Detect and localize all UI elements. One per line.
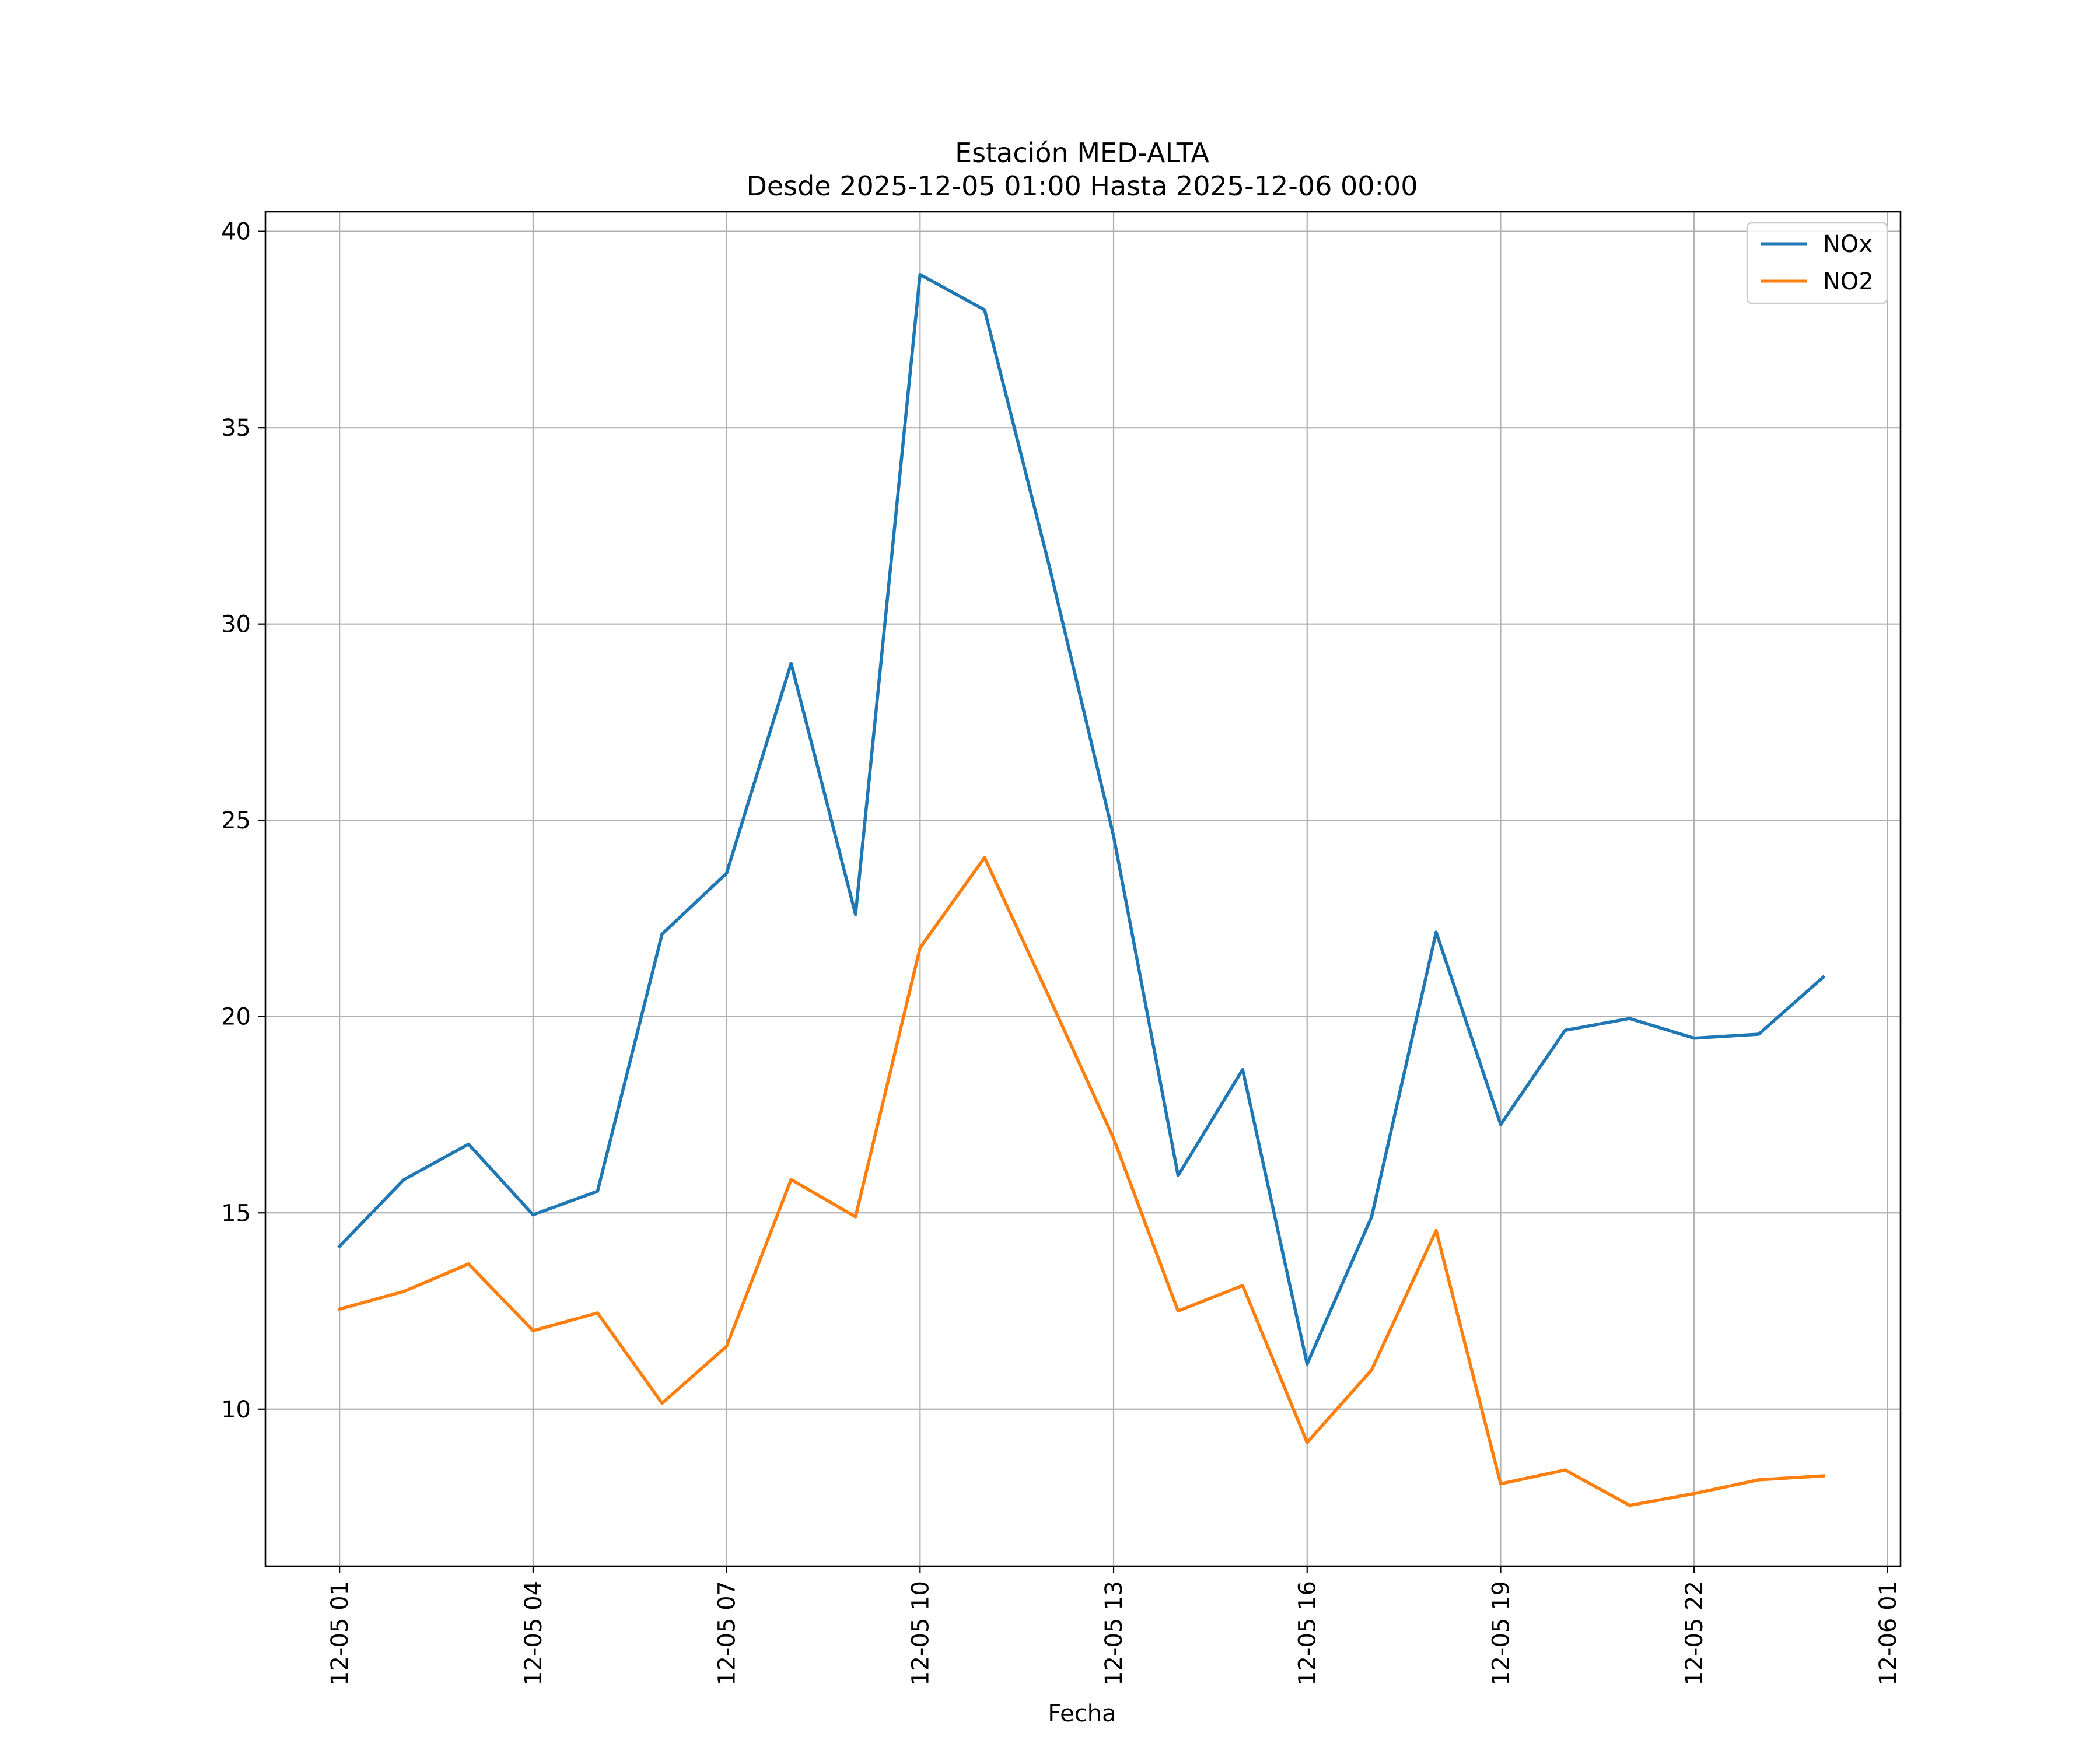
x-tick-label: 12-05 01 <box>327 1581 354 1686</box>
legend-label-nox: NOx <box>1823 231 1873 258</box>
x-tick-label: 12-05 04 <box>520 1581 547 1686</box>
chart-subtitle: Desde 2025-12-05 01:00 Hasta 2025-12-06 … <box>746 170 1418 202</box>
x-tick-label: 12-05 10 <box>907 1581 934 1686</box>
y-tick-label: 25 <box>221 807 251 834</box>
y-tick-label: 10 <box>221 1396 251 1423</box>
series-line-no2 <box>337 856 1825 1507</box>
legend-label-no2: NO2 <box>1823 268 1874 295</box>
y-tick-label: 40 <box>221 219 251 246</box>
x-tick-label: 12-06 01 <box>1875 1581 1902 1686</box>
y-tick-label: 20 <box>221 1004 251 1031</box>
x-axis-ticks: 12-05 01 12-05 04 12-05 07 12-05 10 12-05 13… <box>327 1566 1902 1686</box>
x-axis-title: Fecha <box>1048 1700 1116 1727</box>
x-tick-label: 12-05 16 <box>1294 1581 1321 1686</box>
plot-frame <box>264 211 1902 1567</box>
grid-lines <box>265 212 1901 1566</box>
y-tick-label: 15 <box>221 1200 251 1227</box>
series-line-nox <box>337 272 1826 1366</box>
x-tick-label: 12-05 22 <box>1681 1581 1708 1686</box>
series-lines <box>337 272 1826 1507</box>
y-tick-label: 30 <box>221 611 251 638</box>
x-tick-label: 12-05 19 <box>1488 1581 1514 1686</box>
chart-title: Estación MED-ALTA <box>955 137 1209 169</box>
x-tick-label: 12-05 07 <box>714 1581 741 1686</box>
legend: NOx NO2 <box>1746 222 1888 304</box>
x-tick-label: 12-05 13 <box>1101 1581 1128 1686</box>
y-axis-ticks: 10 15 20 25 30 35 40 <box>221 219 265 1423</box>
y-tick-label: 35 <box>221 415 251 442</box>
